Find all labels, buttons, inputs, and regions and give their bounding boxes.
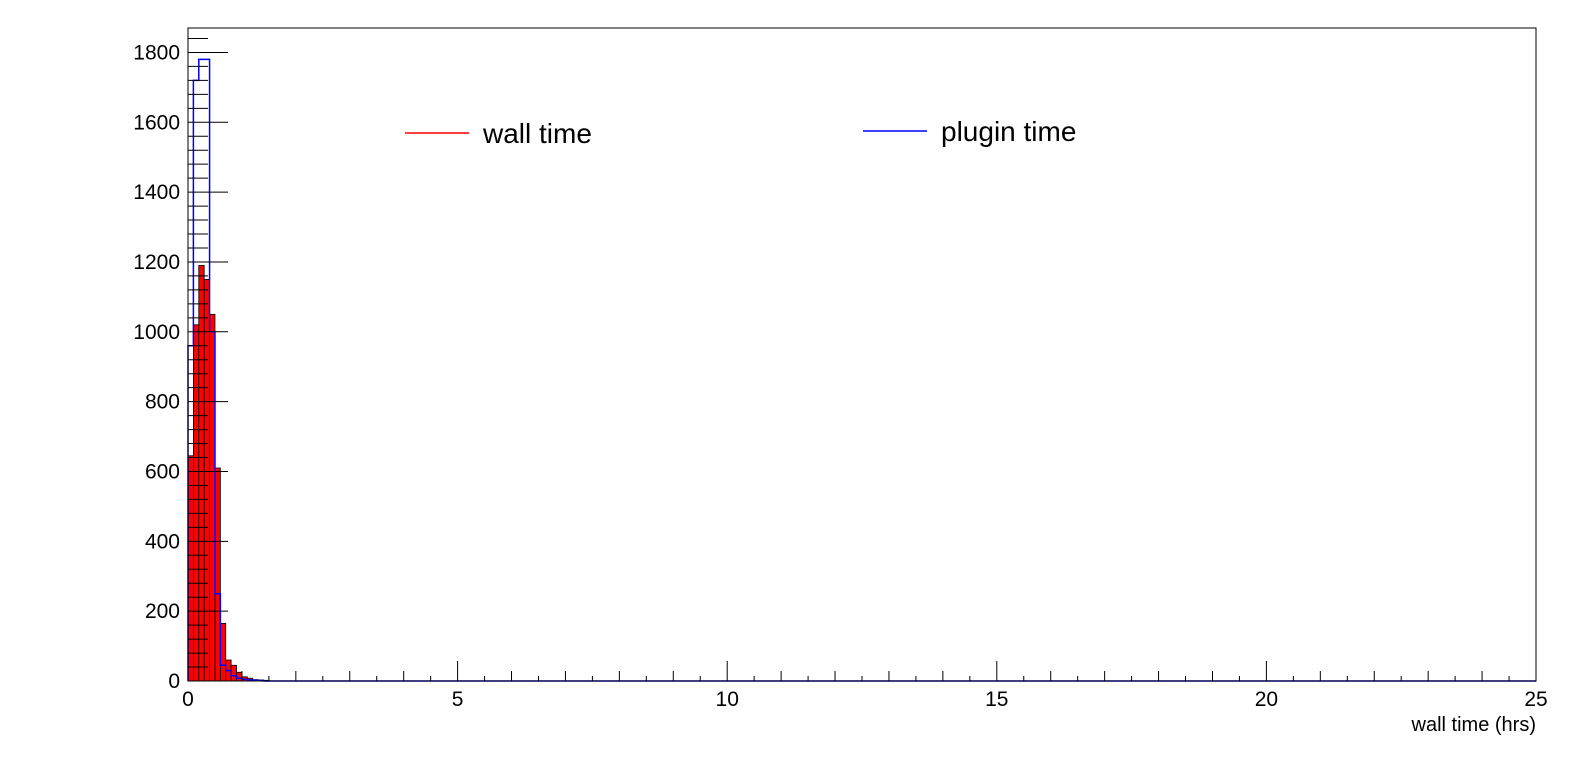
y-tick-label: 1600 [133,111,180,134]
y-axis-ticks: 0 200 400 600 800 1000 1200 1400 1600 1800 [133,37,228,693]
y-tick-label: 400 [145,530,180,553]
y-tick-label: 200 [145,600,180,623]
x-axis-ticks: 0 5 10 15 20 25 [182,661,1548,711]
y-tick-label: 1800 [133,41,180,64]
wall-time-bar [187,455,194,682]
y-tick-label: 1200 [133,251,180,274]
x-axis-title: wall time (hrs) [1411,714,1536,736]
x-tick-label: 10 [716,688,739,711]
x-tick-label: 20 [1255,688,1278,711]
wall-time-bar [230,664,237,682]
y-tick-label: 600 [145,460,180,483]
y-tick-label: 1400 [133,181,180,204]
wall-time-bar [236,671,243,682]
plugin-time-step-line [187,58,1536,682]
legend-label: plugin time [941,116,1076,147]
x-tick-label: 25 [1524,688,1547,711]
wall-time-bar [214,467,221,682]
wall-time-bar [203,279,210,682]
x-tick-label: 0 [182,688,194,711]
wall-time-bar [198,265,205,682]
legend-label: wall time [482,118,592,149]
x-tick-label: 5 [452,688,464,711]
y-tick-label: 800 [145,391,180,414]
y-tick-label: 1000 [133,321,180,344]
wall-time-bar [219,622,227,682]
plot-background [188,28,1536,681]
wall-time-bar [209,313,216,682]
y-tick-label: 0 [168,670,180,693]
x-tick-label: 15 [985,688,1008,711]
legend: wall time plugin time [405,116,1076,149]
wall-time-bar [192,324,200,682]
plot-frame [187,27,1537,682]
